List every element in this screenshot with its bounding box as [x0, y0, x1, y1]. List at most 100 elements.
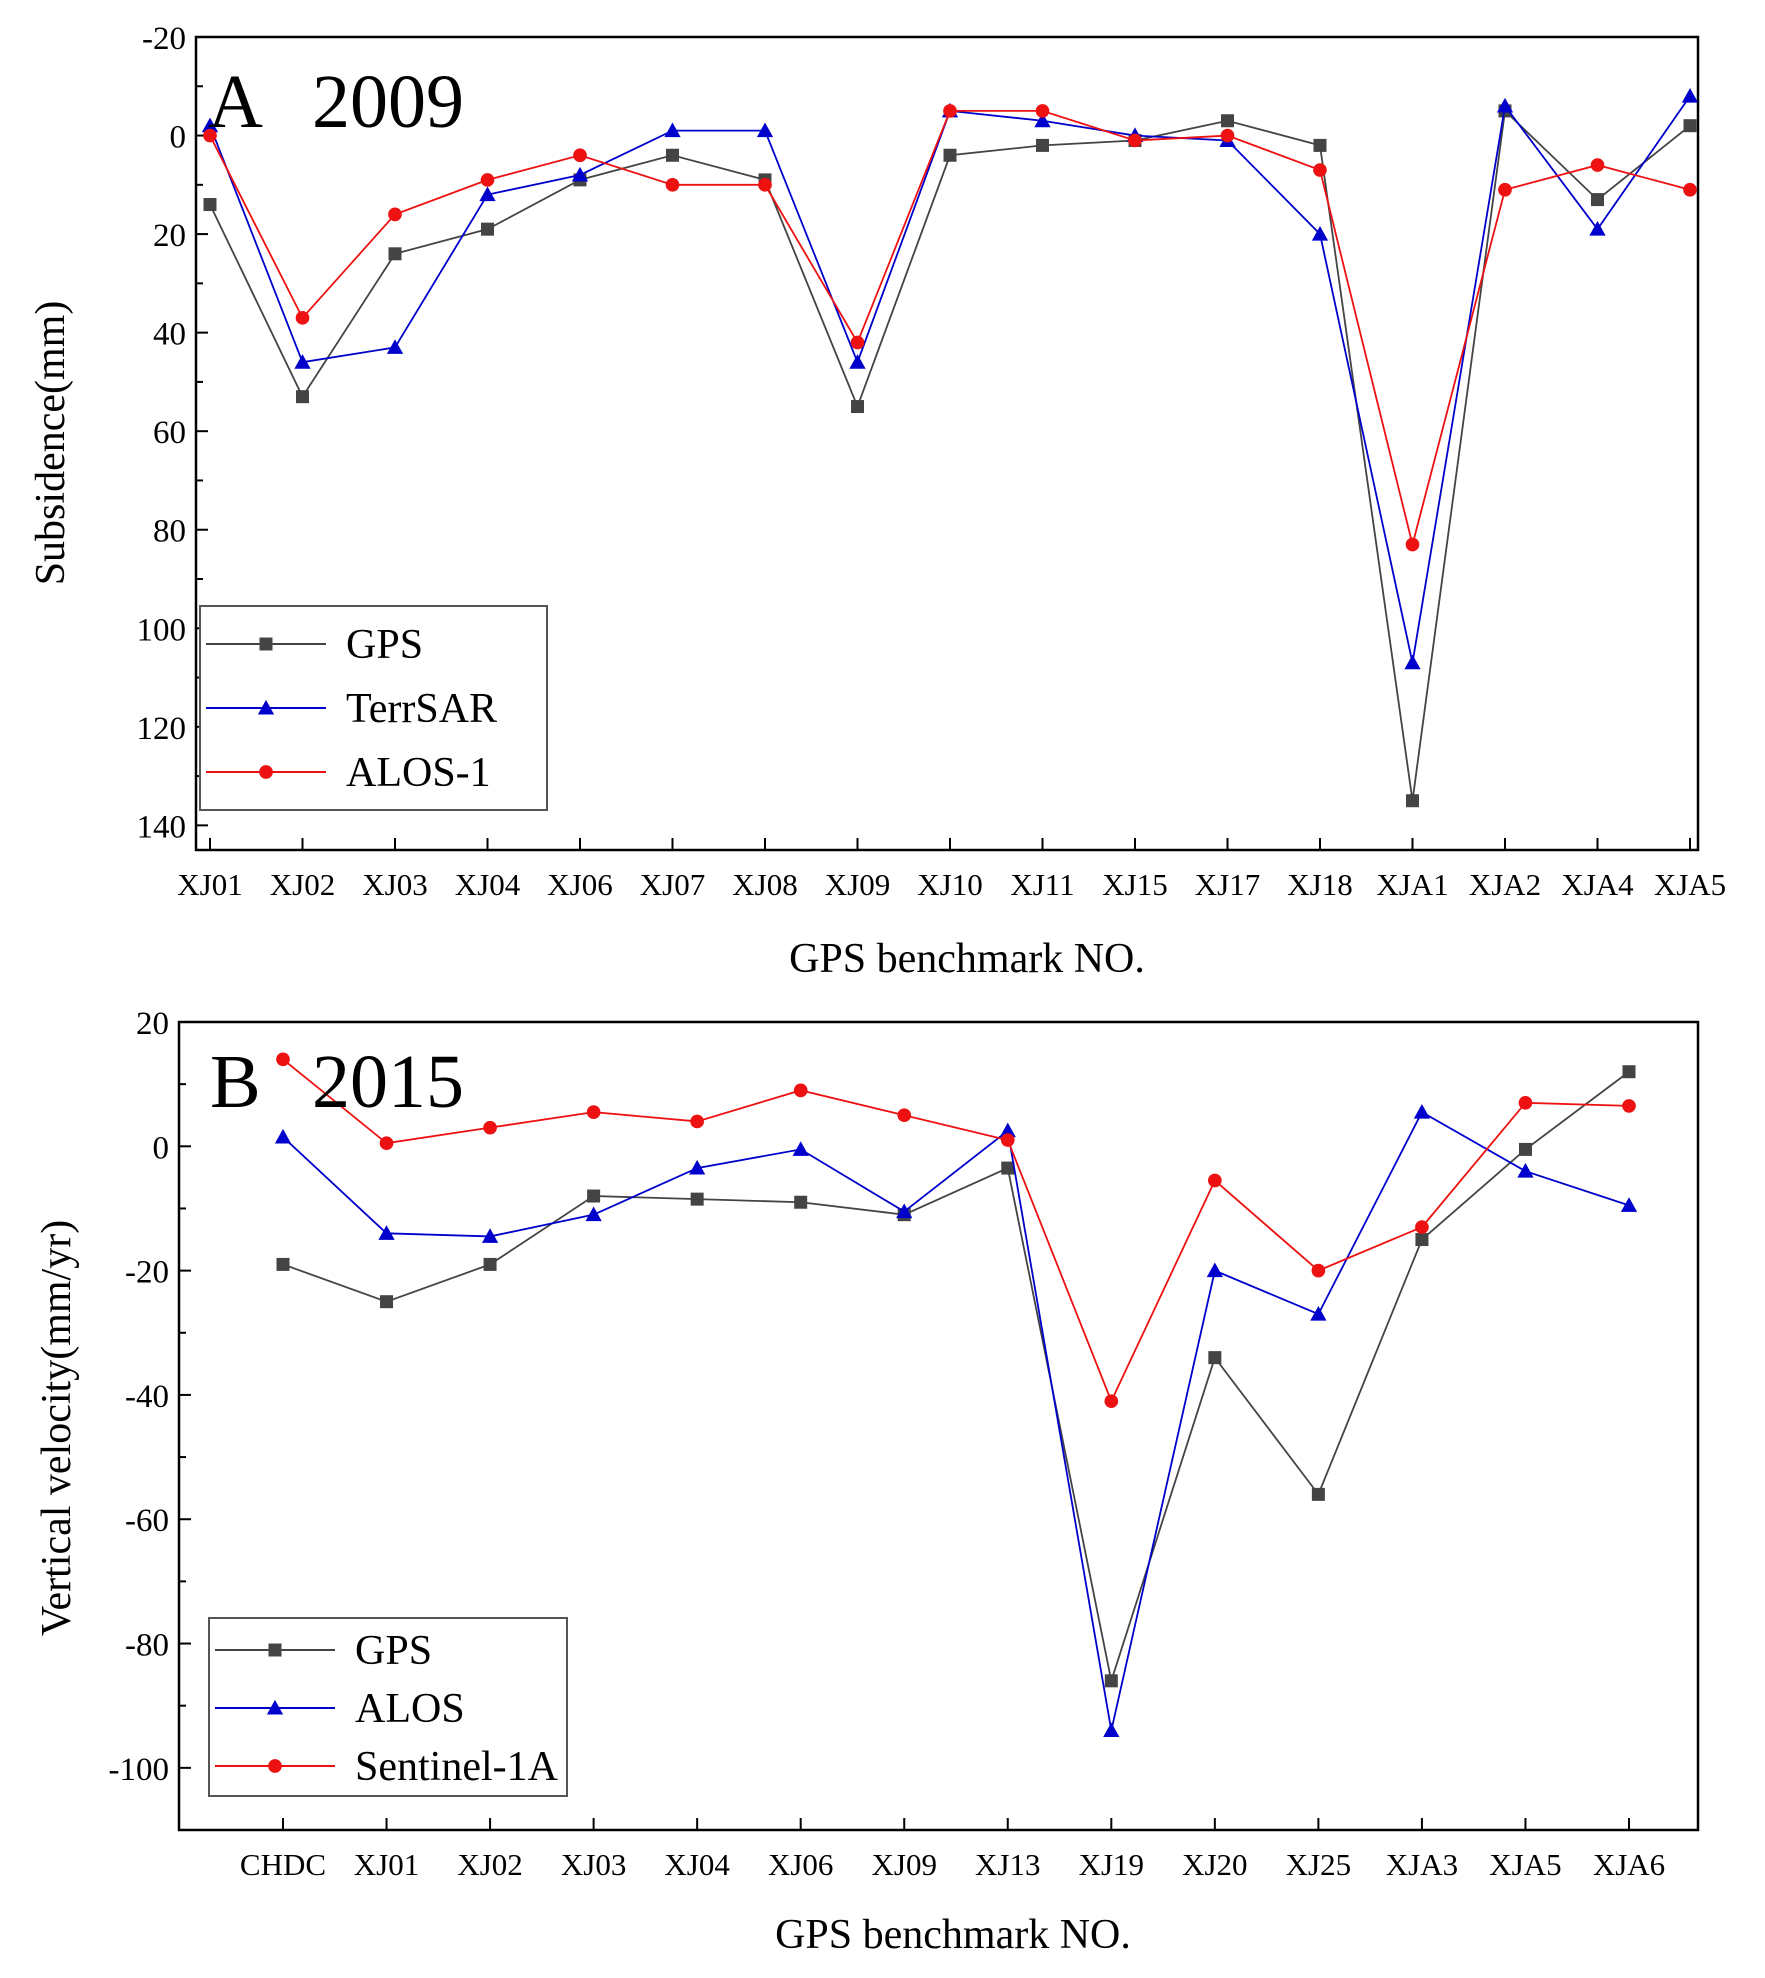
plot-frame-a [194, 35, 1700, 852]
y-axis-title-b: Vertical velocity(mm/yr) [34, 1220, 80, 1636]
y-tick-label: -40 [125, 1379, 169, 1415]
x-tick-label: XJ04 [455, 867, 521, 902]
data-point [276, 1052, 290, 1067]
x-tick-label: XJA5 [1489, 1847, 1561, 1882]
data-point [1036, 138, 1049, 152]
data-point [1406, 794, 1419, 808]
x-tick-label: CHDC [240, 1847, 326, 1882]
x-tick-label: XJ15 [1102, 867, 1167, 902]
data-point [1310, 1305, 1327, 1321]
data-point [1128, 133, 1142, 148]
x-tick-label: XJ17 [1195, 867, 1260, 902]
data-point [388, 207, 402, 222]
x-tick-label: XJA3 [1386, 1847, 1458, 1882]
x-tick-label: XJ18 [1287, 867, 1352, 902]
x-tick-label: XJA5 [1654, 867, 1726, 902]
data-point [481, 1228, 499, 1243]
y-tick-label: -20 [142, 21, 186, 57]
data-point [1415, 1220, 1429, 1234]
panel-title-b: 2015 [312, 1040, 464, 1124]
x-tick-label: XJ02 [457, 1847, 522, 1882]
data-point [896, 1203, 913, 1219]
y-tick-label: 140 [137, 809, 187, 845]
data-point [1622, 1099, 1636, 1113]
x-tick-label: XJ07 [640, 867, 705, 902]
legend-label: Sentinel-1A [355, 1744, 559, 1790]
x-tick-label: XJ06 [768, 1847, 833, 1882]
data-point [1220, 128, 1235, 143]
data-point [1405, 537, 1420, 552]
x-tick-label: XJ01 [177, 867, 242, 902]
data-point [479, 186, 496, 202]
data-point [1517, 1163, 1534, 1178]
data-point [897, 1108, 912, 1123]
legend-label: GPS [346, 622, 423, 668]
x-tick-label: XJ08 [732, 867, 797, 902]
x-tick-label: XJ10 [917, 867, 982, 902]
y-tick-label: 0 [153, 1130, 170, 1166]
data-point [274, 1128, 292, 1144]
data-point [1518, 1095, 1533, 1110]
data-point [1498, 182, 1512, 197]
x-tick-label: XJA1 [1376, 867, 1448, 902]
data-point [573, 148, 587, 163]
data-point [792, 1141, 809, 1156]
series-a [201, 88, 1699, 808]
series-alos [274, 1103, 1638, 1738]
x-tick-label: XJ09 [825, 867, 890, 902]
legend-marker [266, 1699, 284, 1715]
data-point [793, 1083, 808, 1098]
data-point [1001, 1161, 1015, 1175]
x-tick-label: XJA4 [1561, 867, 1634, 902]
data-point [1311, 1487, 1325, 1501]
data-point [943, 104, 957, 118]
chart-panel-b: -100 -80 -60 -40 -20 0 20 CHDC XJ01 XJ02 XJ03 XJ04… [34, 1006, 1700, 1958]
y-tick-label: 20 [153, 218, 186, 254]
data-point [665, 177, 680, 192]
data-point [1589, 221, 1606, 236]
series-gps [276, 1065, 1636, 1688]
legend-label: ALOS-1 [346, 750, 491, 796]
data-point [1496, 97, 1514, 113]
data-point [380, 1295, 394, 1309]
y-tick-label: 100 [137, 612, 187, 648]
legend-marker [257, 699, 275, 715]
data-point [690, 1192, 704, 1206]
data-point [203, 128, 217, 143]
series-line [282, 1071, 1630, 1685]
x-tick-label: XJ11 [1010, 867, 1074, 902]
data-point [1034, 112, 1051, 128]
y-tick-label: 120 [137, 711, 187, 747]
x-tick-label: XJ13 [975, 1847, 1040, 1882]
x-tick-label: XJ01 [354, 1847, 419, 1882]
data-point [480, 173, 495, 187]
data-point [295, 311, 310, 325]
x-tick-label: XJ04 [664, 1847, 730, 1882]
data-point [586, 1105, 601, 1119]
data-point [1000, 1133, 1015, 1147]
data-point [1104, 1394, 1119, 1408]
x-tick-label: XJ09 [872, 1847, 937, 1882]
y-tick-label: 0 [170, 120, 187, 156]
data-point [294, 354, 311, 369]
series-line [209, 95, 1691, 663]
data-point [1104, 1674, 1118, 1688]
x-tick-label: XJ25 [1286, 1847, 1351, 1882]
legend-label: TerrSAR [346, 686, 497, 732]
data-point [1518, 1142, 1532, 1156]
data-point [689, 1159, 706, 1175]
data-point [1035, 104, 1050, 118]
data-point [1206, 1262, 1223, 1278]
panel-title-a: 2009 [312, 60, 464, 144]
x-axis-title-b: GPS benchmark NO. [775, 1912, 1131, 1958]
series-b [274, 1052, 1638, 1738]
x-tick-label: XJ19 [1079, 1847, 1144, 1882]
series-terrsar [201, 88, 1699, 670]
data-point [666, 148, 679, 162]
x-ticks-b: CHDC XJ01 XJ02 XJ03 XJ04 XJ06 XJ09 XJ13 XJ19 XJ20… [240, 1818, 1665, 1882]
data-point [943, 148, 957, 162]
series-line [282, 1110, 1630, 1731]
legend-b: GPS ALOS Sentinel-1A [208, 1617, 568, 1797]
y-axis-title-a: Subsidence(mm) [28, 301, 74, 586]
